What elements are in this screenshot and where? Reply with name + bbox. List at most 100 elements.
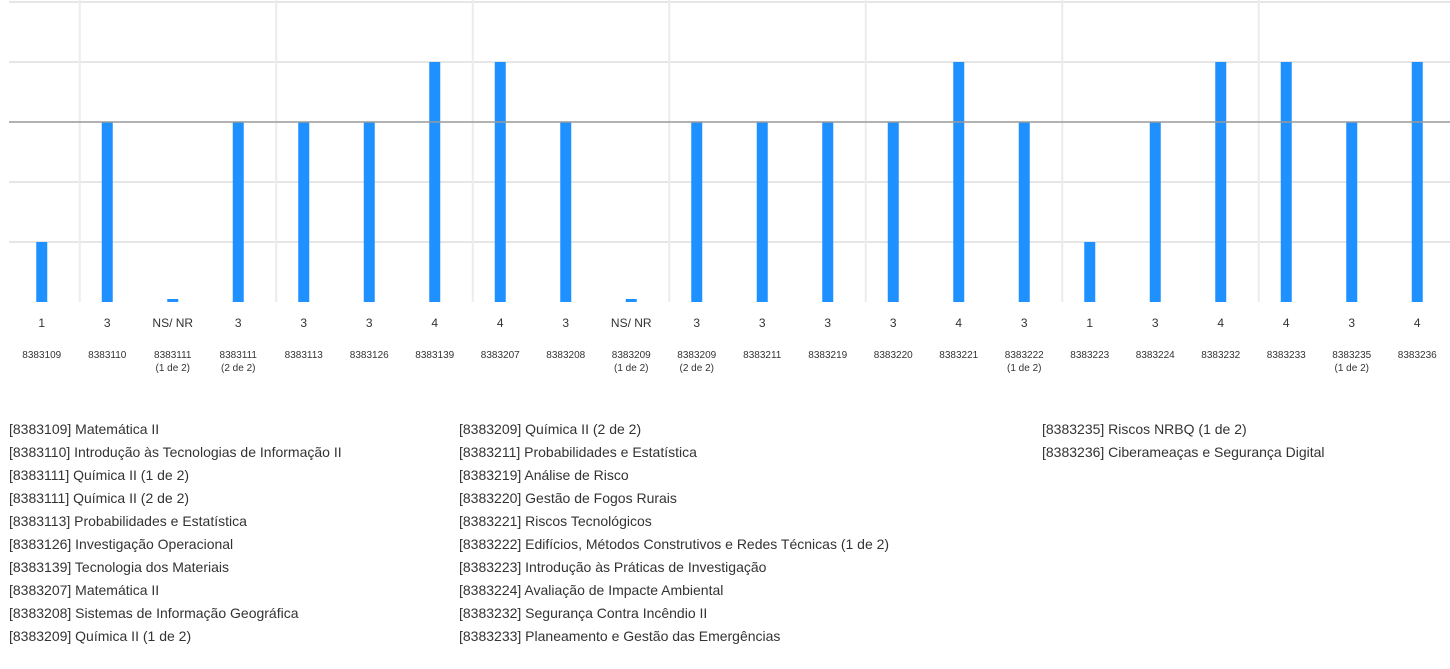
bar: [167, 299, 179, 302]
legend-item: [8383232] Segurança Contra Incêndio II: [459, 605, 708, 621]
bar: [691, 122, 703, 302]
legend-item: [8383236] Ciberameaças e Segurança Digit…: [1042, 444, 1325, 460]
legend-item: [8383139] Tecnologia dos Materiais: [9, 559, 230, 575]
bar: [887, 122, 899, 302]
value-label: 3: [1152, 316, 1159, 330]
category-label: 8383235: [1332, 350, 1371, 361]
value-label: 4: [1283, 316, 1290, 330]
legend-column-2: [8383209] Química II (2 de 2) [8383211] P…: [459, 418, 889, 648]
category-label: 8383209: [677, 350, 716, 361]
bar: [1346, 122, 1358, 302]
bar: [1215, 62, 1227, 302]
legend-item: [8383111] Química II (1 de 2): [9, 467, 190, 483]
grid-layer: [9, 0, 1450, 302]
bar: [101, 122, 113, 302]
legend-column-3: [8383235] Riscos NRBQ (1 de 2) [8383236] …: [1042, 418, 1325, 464]
category-label: 8383113: [285, 350, 324, 361]
value-label: 3: [1348, 316, 1355, 330]
value-label: 4: [431, 316, 438, 330]
value-label: 3: [235, 316, 242, 330]
bar: [232, 122, 244, 302]
bar: [822, 122, 834, 302]
bar: [1084, 242, 1096, 302]
category-label: 8383219: [808, 350, 847, 361]
legend-item: [8383110] Introdução às Tecnologias de I…: [9, 444, 342, 460]
label-layer: 1 8383109 3 8383110 NS/ NR 8383111 (1 de 2) 3 83…: [22, 316, 1437, 374]
value-label: 4: [1414, 316, 1421, 330]
category-label: 8383211: [743, 350, 782, 361]
category-label: 8383209: [612, 350, 651, 361]
bar: [1149, 122, 1161, 302]
legend-item: [8383235] Riscos NRBQ (1 de 2): [1042, 421, 1247, 437]
category-label: 8383208: [546, 350, 585, 361]
legend-item: [8383209] Química II (2 de 2): [459, 421, 642, 437]
legend-item: [8383211] Probabilidades e Estatística: [459, 444, 697, 460]
legend-item: [8383220] Gestão de Fogos Rurais: [459, 490, 677, 506]
bar: [1018, 122, 1030, 302]
legend-item: [8383109] Matemática II: [9, 421, 160, 437]
category-label: 8383111: [154, 350, 192, 361]
value-label: 3: [562, 316, 569, 330]
value-label: 4: [1217, 316, 1224, 330]
legend-item: [8383221] Riscos Tecnológicos: [459, 513, 652, 529]
legend-item: [8383111] Química II (2 de 2): [9, 490, 190, 506]
legend-item: [8383126] Investigação Operacional: [9, 536, 234, 552]
value-label: 3: [759, 316, 766, 330]
bar: [429, 62, 441, 302]
legend-column-1: [8383109] Matemática II [8383110] Introdu…: [9, 418, 342, 648]
bar: [363, 122, 375, 302]
bar: [625, 299, 637, 302]
category-sublabel: (1 de 2): [156, 363, 190, 374]
category-label: 8383232: [1201, 350, 1240, 361]
value-label: 3: [300, 316, 307, 330]
value-label: 3: [1021, 316, 1028, 330]
value-label: 3: [366, 316, 373, 330]
category-label: 8383139: [415, 350, 454, 361]
value-label: 3: [104, 316, 111, 330]
category-label: 8383233: [1267, 350, 1306, 361]
value-label: NS/ NR: [611, 316, 652, 330]
category-label: 8383109: [22, 350, 61, 361]
legend-item: [8383208] Sistemas de Informação Geográf…: [9, 605, 299, 621]
legend-item: [8383223] Introdução às Práticas de Inve…: [459, 559, 767, 575]
value-label: 3: [693, 316, 700, 330]
bar: [1411, 62, 1423, 302]
category-label: 8383207: [481, 350, 520, 361]
category-label: 8383126: [350, 350, 389, 361]
category-label: 8383111: [220, 350, 258, 361]
category-sublabel: (1 de 2): [614, 363, 648, 374]
legend-item: [8383113] Probabilidades e Estatística: [9, 513, 247, 529]
bar: [953, 62, 965, 302]
legend-item: [8383222] Edifícios, Métodos Construtivo…: [459, 536, 890, 552]
bar: [1280, 62, 1292, 302]
bar: [494, 62, 506, 302]
value-label: 4: [955, 316, 962, 330]
value-label: 4: [497, 316, 504, 330]
bar: [298, 122, 310, 302]
value-label: NS/ NR: [152, 316, 193, 330]
value-label: 3: [890, 316, 897, 330]
legend-item: [8383207] Matemática II: [9, 582, 160, 598]
category-sublabel: (2 de 2): [221, 363, 255, 374]
category-sublabel: (1 de 2): [1335, 363, 1369, 374]
bar-chart: 1 8383109 3 8383110 NS/ NR 8383111 (1 de 2) 3 83…: [9, 0, 1450, 374]
legend-item: [8383224] Avaliação de Impacte Ambiental: [459, 582, 724, 598]
legend-item: [8383209] Química II (1 de 2): [9, 628, 192, 644]
value-label: 1: [38, 316, 45, 330]
legend-item: [8383219] Análise de Risco: [459, 467, 629, 483]
value-label: 3: [824, 316, 831, 330]
category-label: 8383222: [1005, 350, 1044, 361]
value-label: 1: [1086, 316, 1093, 330]
category-label: 8383236: [1398, 350, 1437, 361]
category-label: 8383110: [88, 350, 127, 361]
bar: [756, 122, 768, 302]
category-label: 8383224: [1136, 350, 1175, 361]
bar: [560, 122, 572, 302]
legend-item: [8383233] Planeamento e Gestão das Emerg…: [459, 628, 781, 644]
category-label: 8383221: [939, 350, 978, 361]
category-label: 8383223: [1070, 350, 1109, 361]
bar-layer: [36, 62, 1423, 302]
bar: [36, 242, 48, 302]
category-label: 8383220: [874, 350, 913, 361]
category-sublabel: (2 de 2): [680, 363, 714, 374]
